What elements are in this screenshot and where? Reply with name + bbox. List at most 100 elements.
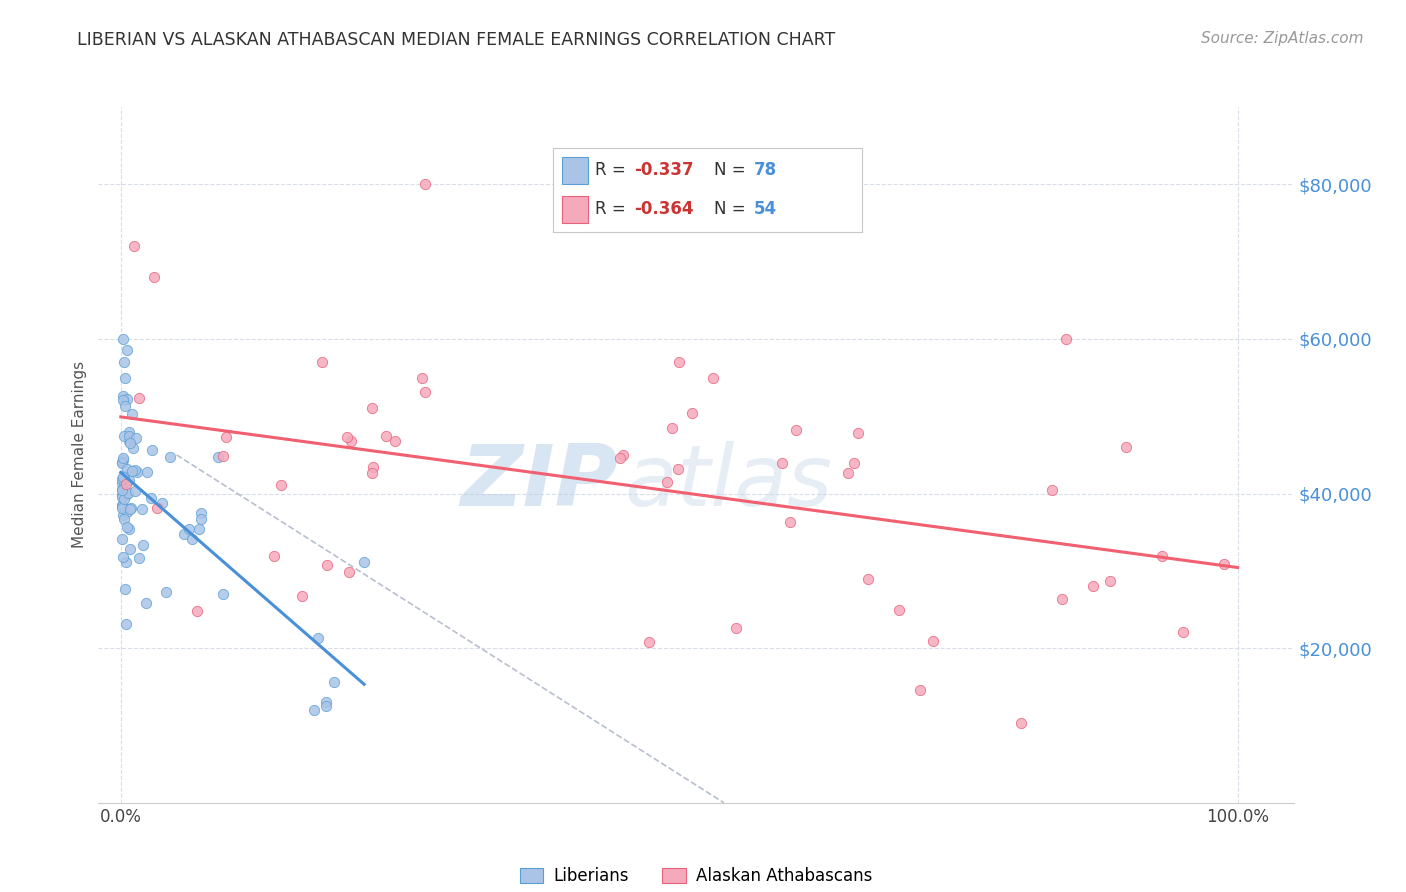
- Point: [111, 456, 134, 470]
- Point: [111, 453, 134, 467]
- Point: [111, 532, 134, 546]
- Point: [124, 431, 146, 445]
- Point: [1081, 579, 1104, 593]
- Point: [353, 555, 375, 569]
- Point: [638, 634, 661, 648]
- Point: [117, 520, 139, 534]
- Point: [921, 634, 943, 648]
- Point: [111, 475, 134, 490]
- Point: [681, 406, 703, 420]
- Point: [702, 370, 724, 384]
- Point: [186, 603, 208, 617]
- Text: N =: N =: [714, 200, 751, 219]
- Point: [336, 430, 359, 444]
- Point: [114, 476, 136, 491]
- Point: [115, 462, 138, 476]
- Y-axis label: Median Female Earnings: Median Female Earnings: [72, 361, 87, 549]
- Point: [337, 565, 360, 579]
- Point: [112, 429, 135, 443]
- Point: [115, 343, 138, 357]
- Point: [609, 451, 631, 466]
- Point: [117, 392, 139, 406]
- Text: 54: 54: [754, 200, 776, 219]
- Point: [307, 632, 329, 646]
- Point: [114, 617, 136, 632]
- Point: [1099, 574, 1122, 588]
- Text: R =: R =: [595, 161, 631, 179]
- Point: [111, 508, 134, 522]
- Point: [361, 401, 384, 415]
- Point: [122, 441, 145, 455]
- Point: [384, 434, 406, 449]
- Point: [311, 355, 333, 369]
- Text: ZIP: ZIP: [461, 442, 619, 524]
- Point: [779, 515, 801, 529]
- Point: [125, 465, 148, 479]
- Point: [725, 621, 748, 635]
- Point: [413, 178, 436, 192]
- Point: [112, 470, 135, 484]
- Point: [655, 475, 678, 490]
- Point: [118, 436, 141, 450]
- Text: -0.364: -0.364: [634, 200, 693, 219]
- Point: [118, 522, 141, 536]
- Point: [770, 456, 793, 470]
- Point: [136, 466, 159, 480]
- Point: [214, 430, 236, 444]
- Point: [291, 589, 314, 603]
- Point: [152, 496, 174, 510]
- Point: [1054, 333, 1077, 347]
- Point: [1050, 591, 1073, 606]
- Point: [211, 450, 233, 464]
- Point: [120, 502, 142, 516]
- Point: [112, 475, 135, 490]
- Point: [112, 355, 135, 369]
- Point: [135, 596, 157, 610]
- Point: [207, 450, 229, 464]
- Point: [785, 423, 807, 437]
- Text: LIBERIAN VS ALASKAN ATHABASCAN MEDIAN FEMALE EARNINGS CORRELATION CHART: LIBERIAN VS ALASKAN ATHABASCAN MEDIAN FE…: [77, 31, 835, 49]
- Point: [118, 541, 141, 556]
- Point: [173, 527, 195, 541]
- Point: [1150, 549, 1173, 563]
- Point: [363, 460, 385, 475]
- Point: [111, 450, 134, 465]
- Point: [1115, 440, 1137, 454]
- Point: [111, 392, 134, 407]
- Point: [1040, 483, 1063, 497]
- Point: [612, 448, 634, 462]
- Point: [128, 550, 150, 565]
- Legend: Liberians, Alaskan Athabascans: Liberians, Alaskan Athabascans: [520, 867, 872, 885]
- Point: [111, 483, 134, 497]
- Point: [121, 464, 143, 478]
- Point: [114, 370, 136, 384]
- Point: [908, 682, 931, 697]
- Point: [131, 501, 153, 516]
- Point: [177, 522, 200, 536]
- Point: [190, 506, 212, 520]
- Point: [666, 462, 689, 476]
- Point: [111, 332, 134, 346]
- Point: [668, 355, 690, 369]
- Point: [118, 474, 141, 488]
- Point: [315, 698, 337, 713]
- Point: [111, 490, 134, 504]
- Point: [111, 488, 134, 502]
- Point: [120, 500, 142, 515]
- Point: [181, 532, 204, 546]
- Point: [114, 399, 136, 413]
- Point: [188, 522, 211, 536]
- Text: R =: R =: [595, 200, 631, 219]
- Point: [340, 434, 363, 448]
- Point: [143, 270, 166, 285]
- Point: [190, 512, 212, 526]
- Point: [111, 498, 134, 512]
- Point: [111, 455, 134, 469]
- Point: [111, 483, 134, 497]
- Point: [1010, 716, 1032, 731]
- Point: [263, 549, 285, 563]
- Point: [115, 504, 138, 518]
- Point: [858, 572, 880, 586]
- Point: [375, 429, 398, 443]
- Point: [302, 703, 325, 717]
